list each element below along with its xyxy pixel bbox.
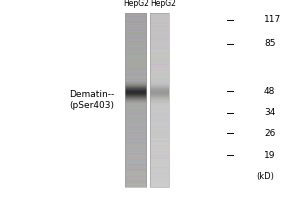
Text: HepG2: HepG2: [124, 0, 149, 8]
Bar: [150, 13, 169, 187]
Text: 85: 85: [264, 40, 275, 48]
Text: HepG2: HepG2: [151, 0, 176, 8]
Text: 117: 117: [264, 16, 281, 24]
Text: (kD): (kD): [256, 172, 274, 182]
Bar: [124, 13, 146, 187]
Text: 19: 19: [264, 150, 275, 160]
Text: 26: 26: [264, 129, 275, 138]
Text: Dematin--
(pSer403): Dematin-- (pSer403): [69, 90, 114, 110]
Text: 48: 48: [264, 86, 275, 96]
Text: 34: 34: [264, 108, 275, 117]
